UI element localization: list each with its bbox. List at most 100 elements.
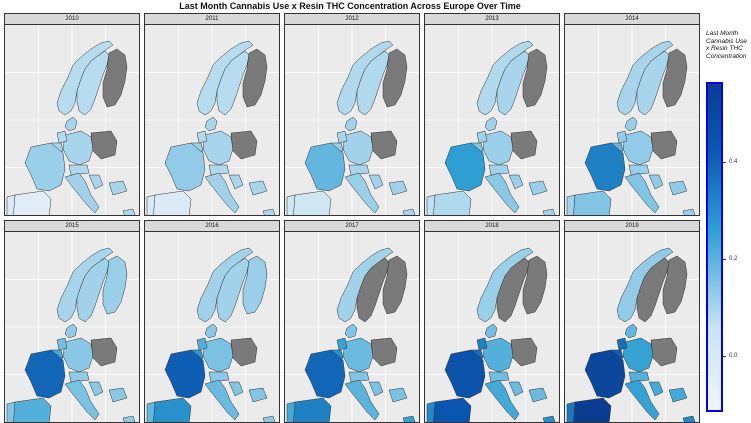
country-sweden — [216, 257, 250, 323]
facet-panel: 2014 — [564, 13, 700, 216]
country-cyprus — [262, 208, 276, 215]
country-france — [24, 349, 66, 399]
country-cyprus — [682, 415, 696, 422]
choropleth-map — [425, 232, 559, 422]
map-plot-area — [144, 24, 280, 216]
facet-panel: 2017 — [284, 220, 420, 423]
country-croatia — [508, 381, 524, 397]
country-croatia — [88, 174, 104, 190]
country-croatia — [648, 381, 664, 397]
country-netherlands — [336, 337, 348, 351]
facet-panel: 2013 — [424, 13, 560, 216]
country-cyprus — [122, 415, 136, 422]
country-cyprus — [122, 208, 136, 215]
country-austria — [208, 371, 230, 383]
country-spain — [292, 190, 332, 215]
country-denmark — [624, 116, 638, 132]
country-spain — [432, 397, 472, 422]
country-cyprus — [682, 208, 696, 215]
map-plot-area — [564, 24, 700, 216]
country-austria — [348, 164, 370, 176]
facet-panel: 2015 — [4, 220, 140, 423]
map-plot-area — [424, 24, 560, 216]
legend-tick-label: 0.0 — [729, 353, 738, 359]
country-sweden — [496, 50, 530, 116]
country-finland — [382, 255, 408, 315]
country-italy — [344, 379, 380, 421]
country-cyprus — [402, 415, 416, 422]
country-croatia — [648, 174, 664, 190]
country-france — [444, 142, 486, 192]
country-cyprus — [542, 208, 556, 215]
country-portugal — [6, 401, 16, 422]
country-bulgaria — [388, 180, 408, 196]
country-croatia — [368, 174, 384, 190]
country-italy — [204, 379, 240, 421]
facet-panel: 2016 — [144, 220, 280, 423]
map-plot-area — [4, 24, 140, 216]
country-poland — [90, 337, 118, 367]
country-italy — [64, 172, 100, 214]
country-finland — [522, 255, 548, 315]
country-germany — [482, 337, 514, 373]
country-italy — [484, 172, 520, 214]
country-italy — [624, 172, 660, 214]
country-finland — [242, 255, 268, 315]
country-spain — [432, 190, 472, 215]
facet-panel: 2012 — [284, 13, 420, 216]
country-portugal — [426, 401, 436, 422]
choropleth-map — [565, 232, 699, 422]
legend-tick-mark — [723, 162, 726, 163]
country-france — [304, 142, 346, 192]
country-portugal — [6, 194, 16, 215]
choropleth-map — [285, 25, 419, 215]
country-poland — [650, 130, 678, 160]
country-germany — [62, 337, 94, 373]
country-bulgaria — [528, 387, 548, 403]
country-denmark — [624, 323, 638, 339]
country-spain — [292, 397, 332, 422]
country-sweden — [636, 50, 670, 116]
country-croatia — [88, 381, 104, 397]
country-italy — [344, 172, 380, 214]
country-poland — [510, 337, 538, 367]
country-austria — [628, 164, 650, 176]
country-france — [304, 349, 346, 399]
country-sweden — [216, 50, 250, 116]
country-finland — [102, 48, 128, 108]
country-finland — [662, 48, 688, 108]
legend-title: Last Month Cannabis Use x Resin THC Conc… — [706, 30, 747, 60]
country-poland — [230, 337, 258, 367]
choropleth-map — [5, 232, 139, 422]
country-italy — [484, 379, 520, 421]
country-spain — [12, 190, 52, 215]
country-portugal — [566, 194, 576, 215]
country-portugal — [146, 401, 156, 422]
country-austria — [208, 164, 230, 176]
country-spain — [152, 397, 192, 422]
country-germany — [202, 337, 234, 373]
country-denmark — [204, 323, 218, 339]
country-croatia — [228, 381, 244, 397]
choropleth-map — [5, 25, 139, 215]
country-poland — [650, 337, 678, 367]
country-france — [584, 349, 626, 399]
country-netherlands — [616, 337, 628, 351]
country-france — [164, 142, 206, 192]
country-france — [584, 142, 626, 192]
country-denmark — [344, 323, 358, 339]
country-bulgaria — [248, 387, 268, 403]
legend-tick-mark — [723, 356, 726, 357]
country-netherlands — [196, 337, 208, 351]
choropleth-map — [425, 25, 559, 215]
country-italy — [204, 172, 240, 214]
facet-panel: 2018 — [424, 220, 560, 423]
country-germany — [62, 130, 94, 166]
country-denmark — [484, 116, 498, 132]
map-plot-area — [564, 231, 700, 423]
country-bulgaria — [388, 387, 408, 403]
country-sweden — [496, 257, 530, 323]
country-bulgaria — [248, 180, 268, 196]
country-denmark — [204, 116, 218, 132]
country-netherlands — [476, 130, 488, 144]
